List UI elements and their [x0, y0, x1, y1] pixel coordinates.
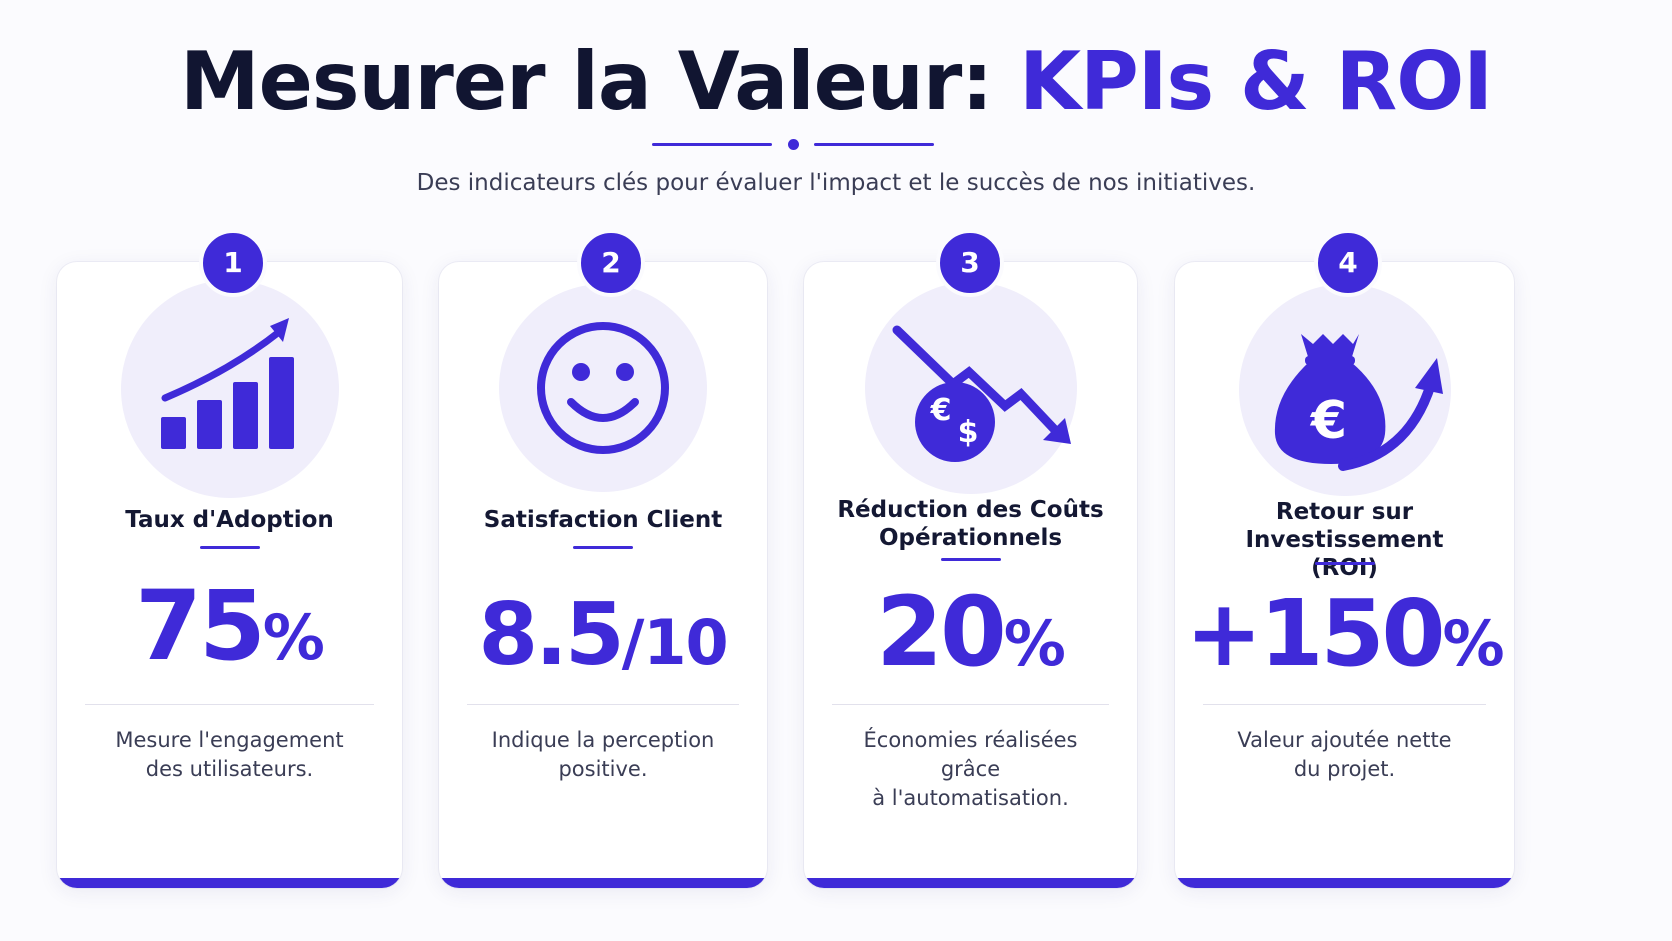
kpi-title: Satisfaction Client	[439, 506, 767, 534]
kpi-value-number: 75	[135, 570, 266, 682]
kpi-value-number: 20	[876, 576, 1007, 688]
card-accent-bar	[804, 878, 1137, 888]
kpi-title-underline	[199, 546, 260, 549]
card-accent-bar	[1175, 878, 1514, 888]
kpi-description: Mesure l'engagement des utilisateurs.	[87, 726, 372, 784]
kpi-description-line: Valeur ajoutée nette	[1237, 728, 1452, 752]
svg-text:€: €	[1309, 391, 1346, 451]
kpi-title-line: Opérationnels	[878, 525, 1063, 551]
card-separator	[467, 704, 739, 705]
kpi-title-line: Satisfaction Client	[483, 507, 723, 533]
kpi-value: +150%	[1175, 574, 1514, 704]
kpi-value-unit: %	[1003, 607, 1066, 680]
kpi-value: 8.5/10	[439, 580, 767, 698]
kpi-value-unit: %	[1442, 607, 1505, 680]
kpi-description-line: du projet.	[1293, 757, 1396, 781]
kpi-value-unit: %	[262, 601, 325, 674]
kpi-card-roi: € Retour sur Investissement (ROI) +150% …	[1175, 262, 1514, 888]
kpi-card-cost-reduction: € $ Réduction des Coûts Opérationnels 20…	[804, 262, 1137, 888]
growth-chart-icon	[120, 280, 339, 498]
svg-text:$: $	[957, 415, 978, 450]
card-separator	[85, 704, 374, 705]
kpi-number-badge: 1	[199, 229, 267, 297]
kpi-description-line: des utilisateurs.	[145, 757, 314, 781]
kpi-description-line: à l'automatisation.	[872, 786, 1069, 810]
card-accent-bar	[57, 878, 402, 888]
kpi-title-line: Taux d'Adoption	[125, 507, 334, 533]
card-separator	[832, 704, 1109, 705]
kpi-description-line: Mesure l'engagement	[115, 728, 344, 752]
kpi-value-number: +150	[1185, 580, 1445, 687]
title-accent: KPIs & ROI	[1019, 35, 1493, 128]
card-separator	[1203, 704, 1486, 705]
kpi-description: Économies réalisées grâce à l'automatisa…	[834, 726, 1107, 813]
kpi-number-badge: 3	[936, 229, 1004, 297]
kpi-title: Taux d'Adoption	[57, 506, 402, 534]
kpi-title: Réduction des Coûts Opérationnels	[804, 496, 1137, 552]
title-divider	[0, 138, 1672, 152]
kpi-value: 20%	[804, 572, 1137, 704]
kpi-title: Retour sur Investissement (ROI)	[1175, 498, 1514, 582]
kpi-card-satisfaction: Satisfaction Client 8.5/10 Indique la pe…	[439, 262, 767, 888]
divider-dot	[788, 139, 799, 150]
kpi-value-number: 8.5	[478, 585, 624, 685]
kpi-description-line: Indique la perception	[491, 728, 715, 752]
kpi-description: Indique la perception positive.	[469, 726, 737, 784]
page-subtitle: Des indicateurs clés pour évaluer l'impa…	[416, 170, 1256, 196]
title-main: Mesurer la Valeur:	[179, 35, 1020, 128]
kpi-description-line: positive.	[558, 757, 648, 781]
kpi-description-line: Économies réalisées grâce	[863, 728, 1078, 781]
kpi-value: 75%	[57, 566, 402, 698]
kpi-title-line: (ROI)	[1311, 555, 1378, 581]
money-bag-icon: €	[1238, 284, 1451, 496]
kpi-title-line: Retour sur Investissement	[1245, 499, 1444, 553]
smiley-icon	[499, 284, 707, 492]
kpi-title-underline	[1314, 562, 1375, 565]
kpi-number-badge: 2	[577, 229, 645, 297]
page-title: Mesurer la Valeur: KPIs & ROI	[0, 34, 1672, 130]
kpi-description: Valeur ajoutée nette du projet.	[1205, 726, 1484, 784]
svg-text:€: €	[929, 393, 951, 428]
kpi-title-underline	[940, 558, 1001, 561]
divider-line-left	[652, 143, 772, 146]
kpi-title-underline	[573, 546, 633, 549]
kpi-number-badge: 4	[1314, 229, 1382, 297]
divider-line-right	[814, 143, 934, 146]
kpi-card-adoption: Taux d'Adoption 75% Mesure l'engagement …	[57, 262, 402, 888]
kpi-value-unit: /10	[621, 606, 729, 679]
card-accent-bar	[439, 878, 767, 888]
kpi-title-line: Réduction des Coûts	[837, 497, 1104, 523]
cost-reduction-icon: € $	[864, 282, 1077, 494]
